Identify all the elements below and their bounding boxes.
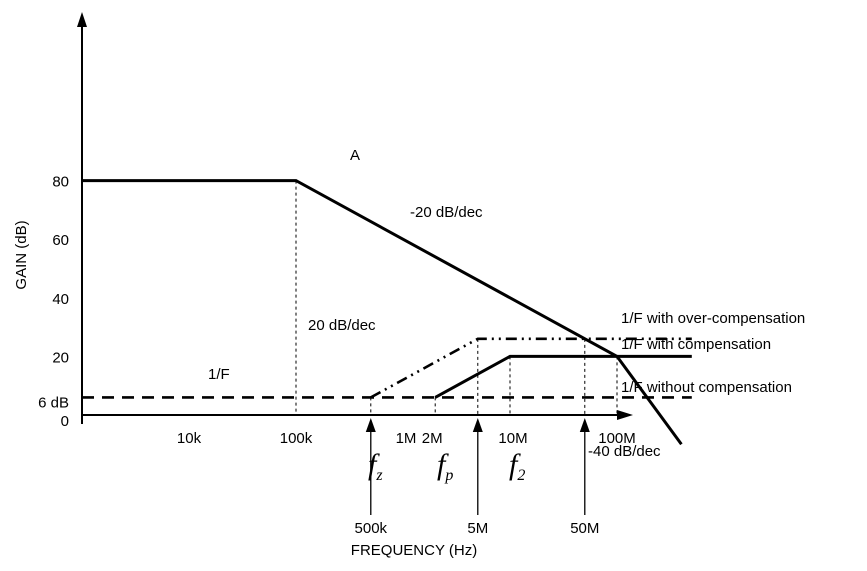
y-axis-title: GAIN (dB) bbox=[13, 220, 30, 289]
x-tick-label-2m: 2M bbox=[422, 430, 443, 447]
x-tick-label-10m: 10M bbox=[498, 430, 527, 447]
y-tick-label-60: 60 bbox=[52, 232, 69, 249]
y-tick-label-0: 0 bbox=[61, 413, 69, 430]
x-tick-label-below-5m: 5M bbox=[467, 520, 488, 537]
y-axis-arrowhead bbox=[77, 12, 87, 27]
legend-label-over-compensation: 1/F with over-compensation bbox=[621, 310, 805, 327]
x-tick-label-10k: 10k bbox=[177, 430, 202, 447]
x-tick-label-100m: 100M bbox=[598, 430, 636, 447]
legend-label-compensation: 1/F with compensation bbox=[621, 336, 771, 353]
arrowhead-50m bbox=[579, 418, 590, 432]
x-tick-label-below-50m: 50M bbox=[570, 520, 599, 537]
inverse-f-label: 1/F bbox=[208, 366, 230, 383]
fp-label: fp bbox=[437, 448, 453, 484]
slope-minus40-label: -40 dB/dec bbox=[588, 443, 661, 460]
y-tick-label-40: 40 bbox=[52, 291, 69, 308]
y-tick-label-6: 6 dB bbox=[38, 394, 69, 411]
slope-plus20-label: 20 dB/dec bbox=[308, 317, 376, 334]
slope-minus20-label: -20 dB/dec bbox=[410, 204, 483, 221]
arrowhead-5m bbox=[472, 418, 483, 432]
series-1-f-with-compensation bbox=[434, 354, 692, 399]
series-1-f-with-over-compensation bbox=[370, 337, 692, 399]
y-tick-label-80: 80 bbox=[52, 174, 69, 191]
x-axis-title: FREQUENCY (Hz) bbox=[351, 542, 477, 559]
curve-a-label: A bbox=[350, 147, 360, 164]
fz-label: fz bbox=[368, 448, 383, 484]
legend-label-without-compensation: 1/F without compensation bbox=[621, 379, 792, 396]
arrowhead-500k bbox=[365, 418, 376, 432]
x-tick-label-1m: 1M bbox=[396, 430, 417, 447]
y-tick-label-20: 20 bbox=[52, 349, 69, 366]
x-tick-label-below-500k: 500k bbox=[355, 520, 388, 537]
f2-label: f2 bbox=[509, 448, 525, 484]
series-a bbox=[82, 179, 683, 446]
x-tick-label-100k: 100k bbox=[280, 430, 313, 447]
x-axis-arrowhead bbox=[617, 410, 633, 420]
